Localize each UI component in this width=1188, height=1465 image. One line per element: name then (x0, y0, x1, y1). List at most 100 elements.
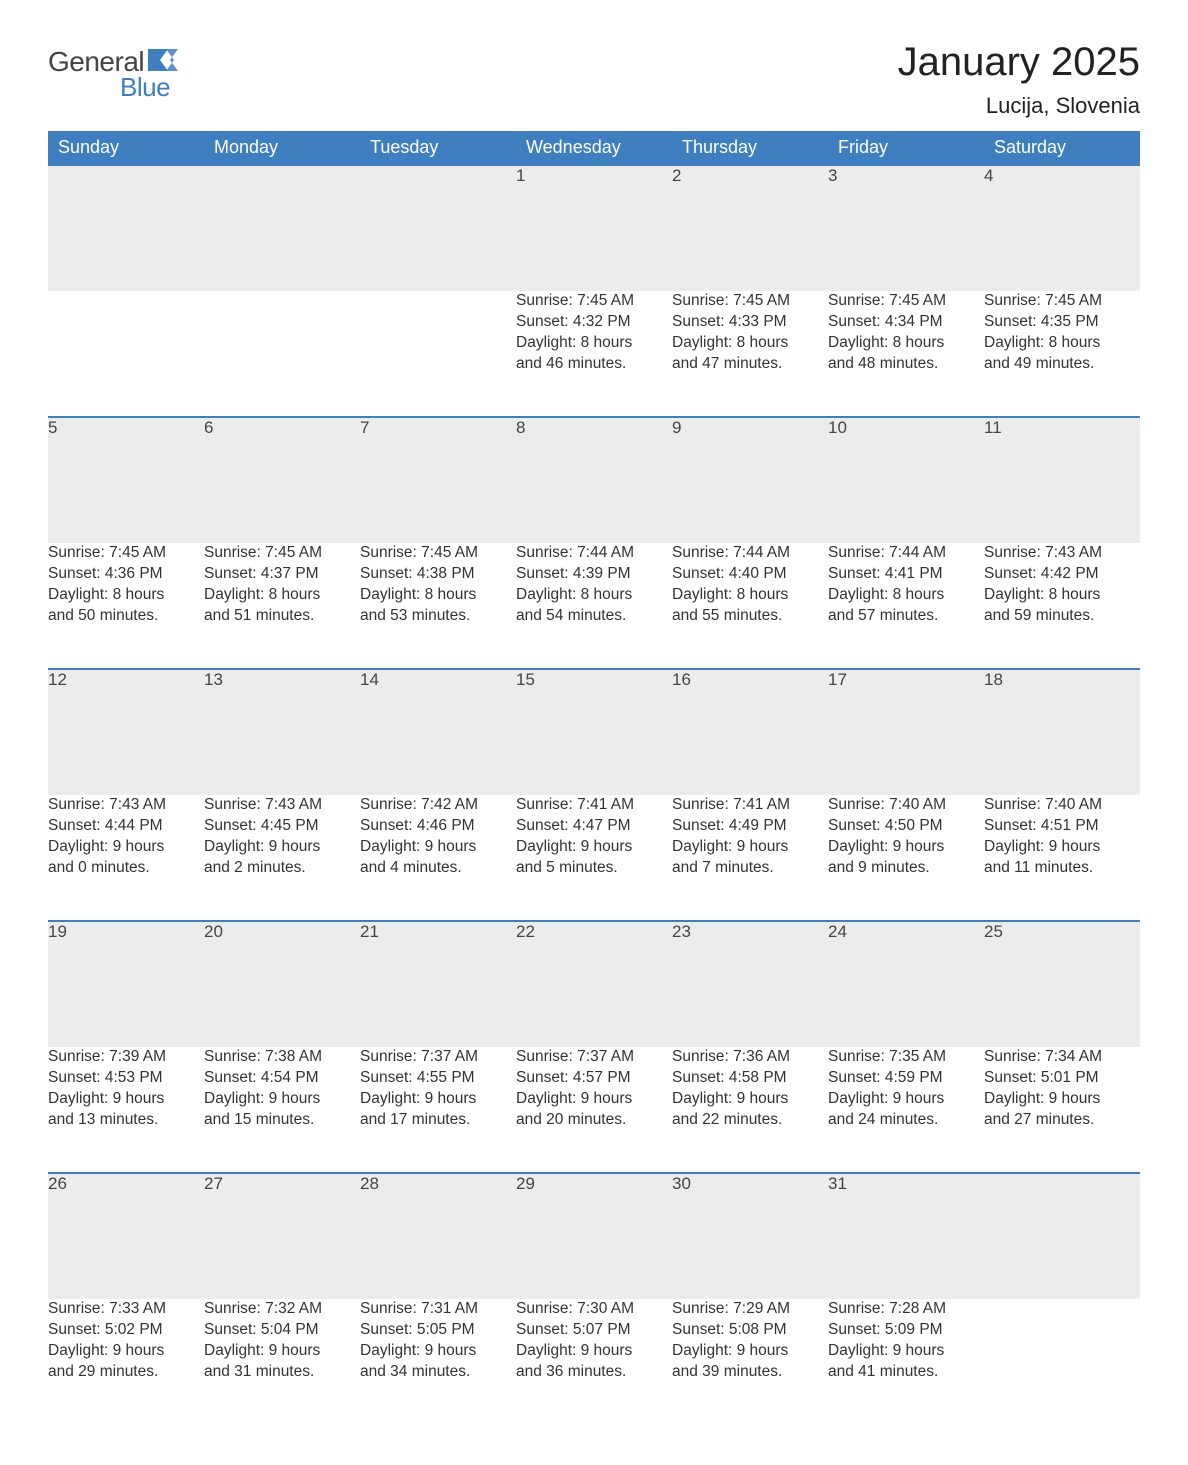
daylight-text-line2: and 54 minutes. (516, 606, 672, 627)
day-content-cell: Sunrise: 7:43 AMSunset: 4:42 PMDaylight:… (984, 543, 1140, 669)
day-number-row: 12131415161718 (48, 669, 1140, 795)
daylight-text-line1: Daylight: 9 hours (672, 1341, 828, 1362)
day-content-cell: Sunrise: 7:45 AMSunset: 4:38 PMDaylight:… (360, 543, 516, 669)
day-content-cell: Sunrise: 7:44 AMSunset: 4:41 PMDaylight:… (828, 543, 984, 669)
daylight-text-line2: and 50 minutes. (48, 606, 204, 627)
day-number-cell: 30 (672, 1173, 828, 1299)
sunrise-text: Sunrise: 7:43 AM (48, 795, 204, 816)
daylight-text-line1: Daylight: 9 hours (360, 1341, 516, 1362)
day-content-cell: Sunrise: 7:30 AMSunset: 5:07 PMDaylight:… (516, 1299, 672, 1425)
day-number-cell: 23 (672, 921, 828, 1047)
sunset-text: Sunset: 4:40 PM (672, 564, 828, 585)
daylight-text-line1: Daylight: 8 hours (828, 585, 984, 606)
day-content-cell: Sunrise: 7:32 AMSunset: 5:04 PMDaylight:… (204, 1299, 360, 1425)
sunset-text: Sunset: 5:02 PM (48, 1320, 204, 1341)
daylight-text-line2: and 7 minutes. (672, 858, 828, 879)
day-content-cell: Sunrise: 7:44 AMSunset: 4:39 PMDaylight:… (516, 543, 672, 669)
day-content-cell: Sunrise: 7:41 AMSunset: 4:47 PMDaylight:… (516, 795, 672, 921)
day-content-row: Sunrise: 7:43 AMSunset: 4:44 PMDaylight:… (48, 795, 1140, 921)
day-content-row: Sunrise: 7:39 AMSunset: 4:53 PMDaylight:… (48, 1047, 1140, 1173)
day-number-cell: 10 (828, 417, 984, 543)
sunrise-text: Sunrise: 7:44 AM (516, 543, 672, 564)
weekday-header: Monday (204, 131, 360, 165)
daylight-text-line1: Daylight: 9 hours (48, 837, 204, 858)
weekday-header: Thursday (672, 131, 828, 165)
day-number-cell (204, 165, 360, 291)
day-content-cell: Sunrise: 7:35 AMSunset: 4:59 PMDaylight:… (828, 1047, 984, 1173)
day-content-cell: Sunrise: 7:45 AMSunset: 4:32 PMDaylight:… (516, 291, 672, 417)
day-content-row: Sunrise: 7:45 AMSunset: 4:36 PMDaylight:… (48, 543, 1140, 669)
day-number-cell: 4 (984, 165, 1140, 291)
weekday-header: Saturday (984, 131, 1140, 165)
sunset-text: Sunset: 4:47 PM (516, 816, 672, 837)
day-number-cell: 29 (516, 1173, 672, 1299)
day-number-cell: 5 (48, 417, 204, 543)
sunset-text: Sunset: 4:35 PM (984, 312, 1140, 333)
sunrise-text: Sunrise: 7:36 AM (672, 1047, 828, 1068)
sunrise-text: Sunrise: 7:45 AM (48, 543, 204, 564)
sunset-text: Sunset: 4:46 PM (360, 816, 516, 837)
sunset-text: Sunset: 4:38 PM (360, 564, 516, 585)
day-number-cell: 11 (984, 417, 1140, 543)
daylight-text-line1: Daylight: 8 hours (204, 585, 360, 606)
daylight-text-line2: and 39 minutes. (672, 1362, 828, 1383)
day-content-cell (204, 291, 360, 417)
day-content-cell: Sunrise: 7:44 AMSunset: 4:40 PMDaylight:… (672, 543, 828, 669)
daylight-text-line1: Daylight: 9 hours (360, 837, 516, 858)
day-number-cell: 25 (984, 921, 1140, 1047)
daylight-text-line2: and 31 minutes. (204, 1362, 360, 1383)
day-number-cell: 1 (516, 165, 672, 291)
weekday-header-row: Sunday Monday Tuesday Wednesday Thursday… (48, 131, 1140, 165)
daylight-text-line2: and 27 minutes. (984, 1110, 1140, 1131)
sunset-text: Sunset: 5:04 PM (204, 1320, 360, 1341)
daylight-text-line2: and 36 minutes. (516, 1362, 672, 1383)
day-number-cell (48, 165, 204, 291)
daylight-text-line2: and 11 minutes. (984, 858, 1140, 879)
daylight-text-line2: and 2 minutes. (204, 858, 360, 879)
day-number-cell: 6 (204, 417, 360, 543)
sunset-text: Sunset: 4:33 PM (672, 312, 828, 333)
day-content-cell: Sunrise: 7:45 AMSunset: 4:34 PMDaylight:… (828, 291, 984, 417)
daylight-text-line2: and 47 minutes. (672, 354, 828, 375)
daylight-text-line2: and 0 minutes. (48, 858, 204, 879)
day-content-cell: Sunrise: 7:37 AMSunset: 4:55 PMDaylight:… (360, 1047, 516, 1173)
day-content-cell: Sunrise: 7:45 AMSunset: 4:33 PMDaylight:… (672, 291, 828, 417)
sunrise-text: Sunrise: 7:37 AM (516, 1047, 672, 1068)
sunrise-text: Sunrise: 7:35 AM (828, 1047, 984, 1068)
day-number-cell: 3 (828, 165, 984, 291)
sunset-text: Sunset: 4:54 PM (204, 1068, 360, 1089)
sunrise-text: Sunrise: 7:44 AM (828, 543, 984, 564)
sunrise-text: Sunrise: 7:34 AM (984, 1047, 1140, 1068)
sunset-text: Sunset: 5:01 PM (984, 1068, 1140, 1089)
daylight-text-line2: and 53 minutes. (360, 606, 516, 627)
daylight-text-line2: and 55 minutes. (672, 606, 828, 627)
sunrise-text: Sunrise: 7:28 AM (828, 1299, 984, 1320)
sunrise-text: Sunrise: 7:43 AM (984, 543, 1140, 564)
day-number-cell: 24 (828, 921, 984, 1047)
weekday-header: Tuesday (360, 131, 516, 165)
day-content-cell: Sunrise: 7:38 AMSunset: 4:54 PMDaylight:… (204, 1047, 360, 1173)
day-content-cell (984, 1299, 1140, 1425)
daylight-text-line1: Daylight: 9 hours (360, 1089, 516, 1110)
sunrise-text: Sunrise: 7:39 AM (48, 1047, 204, 1068)
sunset-text: Sunset: 4:45 PM (204, 816, 360, 837)
sunrise-text: Sunrise: 7:45 AM (828, 291, 984, 312)
day-content-cell: Sunrise: 7:31 AMSunset: 5:05 PMDaylight:… (360, 1299, 516, 1425)
sunrise-text: Sunrise: 7:29 AM (672, 1299, 828, 1320)
sunrise-text: Sunrise: 7:40 AM (984, 795, 1140, 816)
daylight-text-line1: Daylight: 8 hours (360, 585, 516, 606)
sunset-text: Sunset: 5:05 PM (360, 1320, 516, 1341)
day-number-cell: 17 (828, 669, 984, 795)
sunset-text: Sunset: 4:39 PM (516, 564, 672, 585)
daylight-text-line2: and 17 minutes. (360, 1110, 516, 1131)
calendar-table: Sunday Monday Tuesday Wednesday Thursday… (48, 131, 1140, 1425)
day-content-cell: Sunrise: 7:45 AMSunset: 4:35 PMDaylight:… (984, 291, 1140, 417)
sunset-text: Sunset: 4:42 PM (984, 564, 1140, 585)
calendar-body: 1234Sunrise: 7:45 AMSunset: 4:32 PMDayli… (48, 165, 1140, 1425)
day-number-cell: 13 (204, 669, 360, 795)
sunset-text: Sunset: 4:58 PM (672, 1068, 828, 1089)
day-content-cell: Sunrise: 7:37 AMSunset: 4:57 PMDaylight:… (516, 1047, 672, 1173)
sunset-text: Sunset: 4:32 PM (516, 312, 672, 333)
daylight-text-line1: Daylight: 9 hours (48, 1341, 204, 1362)
daylight-text-line2: and 4 minutes. (360, 858, 516, 879)
